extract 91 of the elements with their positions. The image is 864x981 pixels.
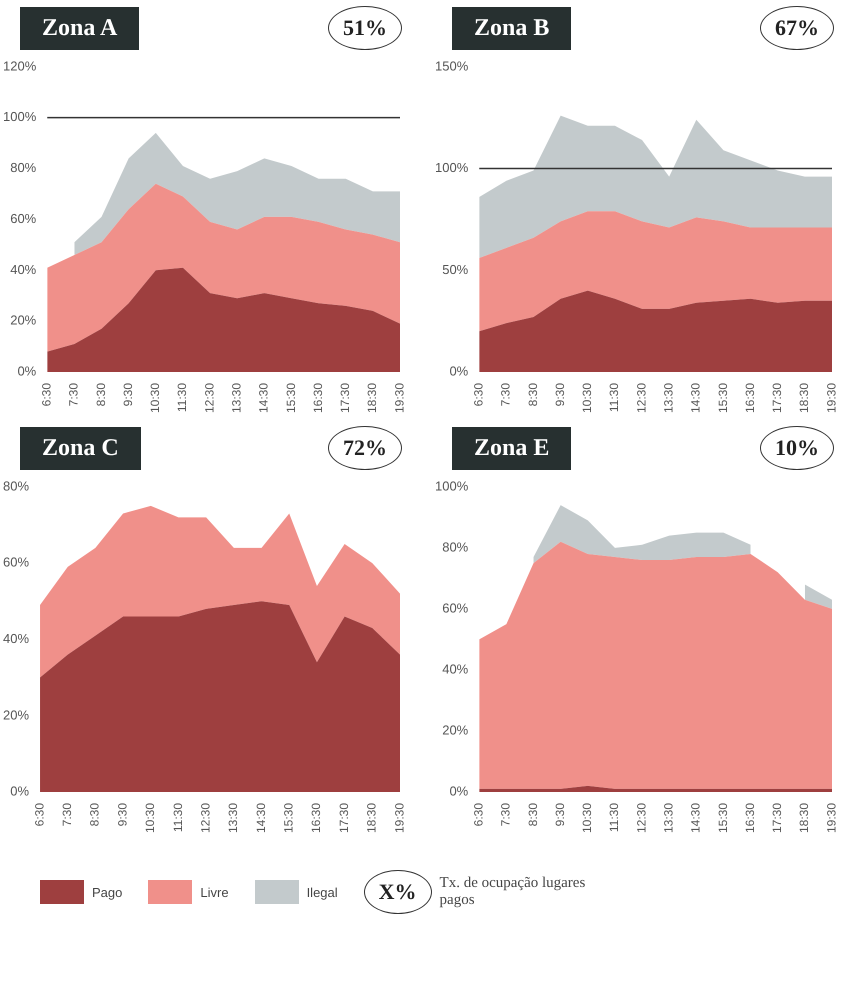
y-tick-label: 80% xyxy=(2,478,30,494)
legend-label: Livre xyxy=(200,884,229,900)
y-tick-label: 120% xyxy=(3,58,37,74)
x-tick-label: 10:30 xyxy=(143,802,158,833)
y-tick-label: 20% xyxy=(10,312,37,328)
y-tick-label: 50% xyxy=(442,262,469,277)
x-tick-label: 14:30 xyxy=(688,802,703,833)
x-tick-label: 8:30 xyxy=(94,382,108,406)
y-tick-label: 60% xyxy=(2,554,30,570)
x-tick-label: 9:30 xyxy=(120,382,135,406)
y-tick-label: 20% xyxy=(442,722,469,738)
y-tick-label: 0% xyxy=(10,784,30,799)
x-tick-label: 10:30 xyxy=(580,802,594,833)
x-tick-label: 8:30 xyxy=(526,802,540,826)
x-tick-label: 6:30 xyxy=(32,802,46,826)
x-tick-label: 13:30 xyxy=(662,382,676,413)
x-tick-label: 17:30 xyxy=(770,802,784,833)
x-tick-label: 16:30 xyxy=(742,802,757,833)
y-tick-label: 100% xyxy=(435,160,469,176)
x-tick-label: 16:30 xyxy=(742,382,757,413)
x-tick-label: 15:30 xyxy=(716,802,730,833)
x-tick-label: 10:30 xyxy=(148,382,162,413)
x-tick-label: 7:30 xyxy=(498,382,513,406)
text: X% xyxy=(364,870,432,914)
text: 10% xyxy=(760,426,834,470)
x-tick-label: 18:30 xyxy=(365,382,380,413)
x-tick-label: 19:30 xyxy=(824,802,838,833)
x-tick-label: 17:30 xyxy=(338,382,352,413)
x-tick-label: 6:30 xyxy=(472,382,486,406)
x-tick-label: 9:30 xyxy=(552,382,567,406)
y-tick-label: 0% xyxy=(449,364,469,379)
x-tick-label: 18:30 xyxy=(797,802,812,833)
x-tick-label: 12:30 xyxy=(634,382,648,413)
y-tick-label: 0% xyxy=(449,784,469,799)
y-tick-label: 40% xyxy=(10,262,37,277)
x-tick-label: 12:30 xyxy=(202,382,216,413)
y-tick-label: 150% xyxy=(435,58,469,74)
chart-title: Zona B xyxy=(452,6,572,50)
x-tick-label: 12:30 xyxy=(634,802,648,833)
x-tick-label: 8:30 xyxy=(526,382,540,406)
x-tick-label: 14:30 xyxy=(254,802,268,833)
x-tick-label: 6:30 xyxy=(40,382,54,406)
x-tick-label: 16:30 xyxy=(310,382,325,413)
x-tick-label: 15:30 xyxy=(284,382,298,413)
y-tick-label: 0% xyxy=(17,364,37,379)
x-tick-label: 12:30 xyxy=(198,802,212,833)
chart-title: Zona E xyxy=(452,426,572,470)
x-tick-label: 9:30 xyxy=(552,802,567,826)
x-tick-label: 14:30 xyxy=(688,382,703,413)
chart-title: Zona C xyxy=(20,426,141,470)
x-tick-label: 19:30 xyxy=(824,382,838,413)
y-tick-label: 80% xyxy=(10,160,37,176)
text: Tx. de ocupação lugares pagos xyxy=(440,875,586,909)
x-tick-label: 13:30 xyxy=(662,802,676,833)
x-tick-label: 17:30 xyxy=(770,382,784,413)
x-tick-label: 18:30 xyxy=(364,802,379,833)
x-tick-label: 13:30 xyxy=(226,802,240,833)
chart-title: Zona A xyxy=(20,6,140,50)
text: 72% xyxy=(328,426,402,470)
x-tick-label: 11:30 xyxy=(170,802,185,832)
x-tick-label: 16:30 xyxy=(309,802,324,833)
y-tick-label: 100% xyxy=(3,109,37,124)
x-tick-label: 11:30 xyxy=(175,382,190,412)
x-tick-label: 18:30 xyxy=(797,382,812,413)
x-tick-label: 11:30 xyxy=(607,382,622,412)
legend-label: Ilegal xyxy=(306,884,338,900)
x-tick-label: 15:30 xyxy=(716,382,730,413)
y-tick-label: 100% xyxy=(435,478,469,494)
x-tick-label: 9:30 xyxy=(115,802,130,826)
y-tick-label: 60% xyxy=(10,210,37,226)
y-tick-label: 40% xyxy=(442,661,469,676)
x-tick-label: 6:30 xyxy=(472,802,486,826)
x-tick-label: 7:30 xyxy=(498,802,513,826)
x-tick-label: 13:30 xyxy=(230,382,244,413)
x-tick-label: 19:30 xyxy=(392,382,406,413)
x-tick-label: 19:30 xyxy=(392,802,406,833)
x-tick-label: 11:30 xyxy=(607,802,622,832)
y-tick-label: 20% xyxy=(2,707,30,722)
x-tick-label: 17:30 xyxy=(336,802,351,833)
x-tick-label: 8:30 xyxy=(88,802,102,826)
text: 51% xyxy=(328,6,402,50)
x-tick-label: 10:30 xyxy=(580,382,594,413)
x-tick-label: 15:30 xyxy=(282,802,296,833)
y-tick-label: 60% xyxy=(442,600,469,616)
x-tick-label: 14:30 xyxy=(256,382,271,413)
legend-label: Pago xyxy=(92,884,122,900)
x-tick-label: 7:30 xyxy=(66,382,81,406)
x-tick-label: 7:30 xyxy=(60,802,74,826)
text: 67% xyxy=(760,6,834,50)
y-tick-label: 40% xyxy=(2,630,30,646)
y-tick-label: 80% xyxy=(442,539,469,554)
